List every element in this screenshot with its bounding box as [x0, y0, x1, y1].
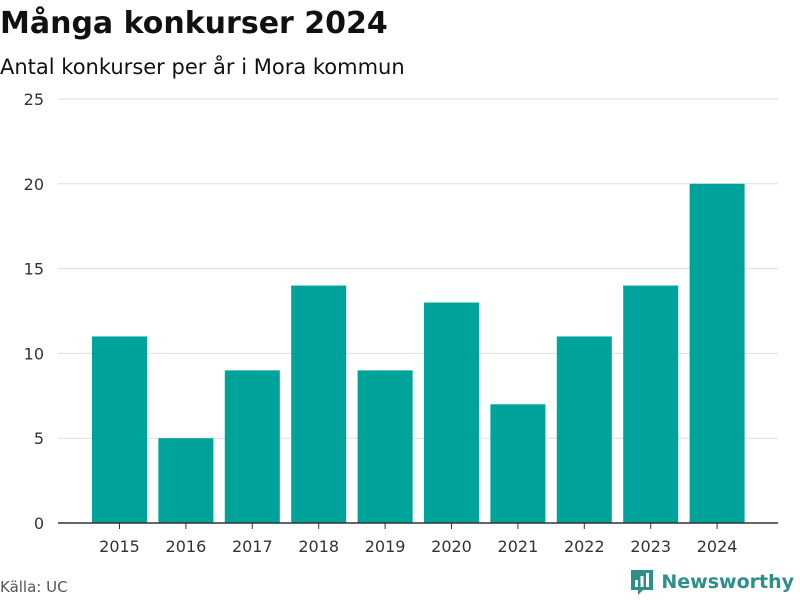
chart-title: Många konkurser 2024 [0, 6, 388, 41]
bar-2015 [92, 336, 147, 523]
x-tick-label: 2018 [298, 537, 339, 556]
y-tick-label: 5 [34, 429, 44, 448]
bar-2016 [158, 438, 214, 523]
x-tick-label: 2017 [232, 537, 273, 556]
x-tick-label: 2016 [166, 537, 207, 556]
bar-2021 [490, 404, 546, 523]
bar-2023 [623, 285, 679, 523]
x-tick-label: 2024 [697, 537, 738, 556]
x-tick-label: 2023 [630, 537, 671, 556]
y-tick-label: 25 [24, 90, 44, 109]
x-tick-label: 2020 [431, 537, 472, 556]
bar-2020 [424, 302, 479, 523]
bar-2017 [224, 370, 280, 523]
y-tick-label: 15 [24, 260, 44, 279]
brand-logo: Newsworthy [629, 568, 794, 596]
source-note: Källa: UC [0, 578, 68, 596]
bar-2019 [357, 370, 413, 523]
y-tick-label: 0 [34, 514, 44, 533]
x-tick-label: 2019 [365, 537, 406, 556]
y-tick-label: 10 [24, 344, 44, 363]
bar-chart-logo-icon [631, 570, 654, 595]
y-tick-label: 20 [24, 175, 44, 194]
bar-2024 [689, 183, 745, 524]
bars [92, 183, 745, 524]
bar-2022 [556, 336, 612, 523]
chart-subtitle: Antal konkurser per år i Mora kommun [0, 55, 405, 79]
x-tick-label: 2021 [498, 537, 539, 556]
bar-2018 [291, 285, 347, 523]
x-tick-label: 2022 [564, 537, 605, 556]
x-axis-ticks: 2015 2016 2017 2018 2019 2020 2021 2022 2023 2024 [99, 523, 737, 556]
x-tick-label: 2015 [99, 537, 140, 556]
brand-name: Newsworthy [661, 571, 794, 593]
y-axis-ticks: 0 5 10 15 20 25 [24, 90, 44, 533]
